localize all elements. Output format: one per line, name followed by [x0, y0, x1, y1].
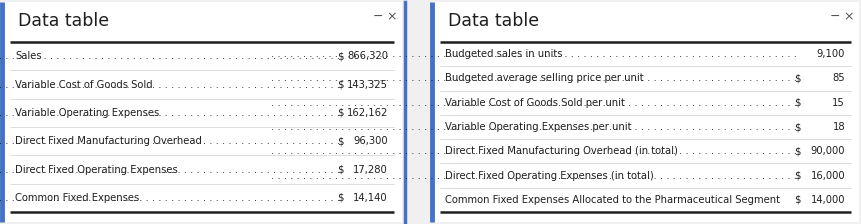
Text: Direct Fixed Manufacturing Overhead: Direct Fixed Manufacturing Overhead: [15, 136, 201, 146]
Text: ×: ×: [387, 10, 397, 23]
Text: Direct Fixed Manufacturing Overhead (in total): Direct Fixed Manufacturing Overhead (in …: [445, 146, 678, 156]
Text: . . . . . . . . . . . . . . . . . . . . . . . . . . . . . . . . . . . . . . . . : . . . . . . . . . . . . . . . . . . . . …: [271, 98, 797, 108]
Text: 14,000: 14,000: [810, 195, 845, 205]
Text: 90,000: 90,000: [810, 146, 845, 156]
Text: $: $: [795, 170, 801, 181]
Text: 85: 85: [833, 73, 845, 83]
Text: 14,140: 14,140: [353, 193, 388, 203]
Text: . . . . . . . . . . . . . . . . . . . . . . . . . . . . . . . . . . . . . . . . : . . . . . . . . . . . . . . . . . . . . …: [271, 170, 797, 181]
Text: Direct Fixed Operating Expenses: Direct Fixed Operating Expenses: [15, 164, 177, 174]
Bar: [2, 2, 402, 222]
Text: Data table: Data table: [18, 12, 109, 30]
Text: Variable Cost of Goods Sold per unit: Variable Cost of Goods Sold per unit: [445, 98, 625, 108]
Text: . . . . . . . . . . . . . . . . . . . . . . . . . . . . . . . . . . . . . . . . : . . . . . . . . . . . . . . . . . . . . …: [0, 193, 340, 203]
Text: ×: ×: [844, 10, 854, 23]
Text: 162,162: 162,162: [347, 108, 388, 118]
Text: Budgeted sales in units: Budgeted sales in units: [445, 49, 562, 59]
Text: . . . . . . . . . . . . . . . . . . . . . . . . . . . . . . . . . . . . . . . . : . . . . . . . . . . . . . . . . . . . . …: [0, 164, 340, 174]
Text: . . . . . . . . . . . . . . . . . . . . . . . . . . . . . . . . . . . . . . . . : . . . . . . . . . . . . . . . . . . . . …: [0, 108, 340, 118]
Text: Variable Cost of Goods Sold: Variable Cost of Goods Sold: [15, 80, 152, 90]
Text: . . . . . . . . . . . . . . . . . . . . . . . . . . . . . . . . . . . . . . . . : . . . . . . . . . . . . . . . . . . . . …: [271, 146, 797, 156]
Text: . . . . . . . . . . . . . . . . . . . . . . . . . . . . . . . . . . . . . . . . : . . . . . . . . . . . . . . . . . . . . …: [0, 51, 340, 61]
Text: 9,100: 9,100: [816, 49, 845, 59]
Text: −: −: [830, 10, 840, 23]
Text: 96,300: 96,300: [353, 136, 388, 146]
Text: $: $: [338, 108, 344, 118]
Text: $: $: [795, 73, 801, 83]
Text: Common Fixed Expenses Allocated to the Pharmaceutical Segment: Common Fixed Expenses Allocated to the P…: [445, 195, 780, 205]
Text: 15: 15: [833, 98, 845, 108]
Text: . . . . . . . . . . . . . . . . . . . . . . . . . . . . . . . . . . . . . . . . : . . . . . . . . . . . . . . . . . . . . …: [0, 80, 340, 90]
Text: $: $: [795, 195, 801, 205]
Text: Direct Fixed Operating Expenses (in total): Direct Fixed Operating Expenses (in tota…: [445, 170, 653, 181]
Text: 866,320: 866,320: [347, 51, 388, 61]
Text: . . . . . . . . . . . . . . . . . . . . . . . . . . . . . . . . . . . . . . . . : . . . . . . . . . . . . . . . . . . . . …: [271, 73, 797, 83]
Bar: [432, 2, 859, 222]
Text: . . . . . . . . . . . . . . . . . . . . . . . . . . . . . . . . . . . . . . . . : . . . . . . . . . . . . . . . . . . . . …: [0, 136, 340, 146]
Text: $: $: [338, 164, 344, 174]
Text: −: −: [373, 10, 383, 23]
Text: 17,280: 17,280: [353, 164, 388, 174]
Text: . . . . . . . . . . . . . . . . . . . . . . . . . . . . . . . . . . . . . . . . : . . . . . . . . . . . . . . . . . . . . …: [271, 122, 797, 132]
Text: $: $: [338, 51, 344, 61]
Text: $: $: [338, 136, 344, 146]
Text: $: $: [795, 122, 801, 132]
Text: Common Fixed Expenses: Common Fixed Expenses: [15, 193, 139, 203]
Text: . . . . . . . . . . . . . . . . . . . . . . . . . . . . . . . . . . . . . . . . : . . . . . . . . . . . . . . . . . . . . …: [271, 49, 797, 59]
Text: $: $: [795, 98, 801, 108]
Text: Budgeted average selling price per unit: Budgeted average selling price per unit: [445, 73, 644, 83]
Text: 16,000: 16,000: [810, 170, 845, 181]
Text: $: $: [795, 146, 801, 156]
Text: Variable Operating Expenses per unit: Variable Operating Expenses per unit: [445, 122, 631, 132]
Text: 18: 18: [833, 122, 845, 132]
Text: Variable Operating Expenses: Variable Operating Expenses: [15, 108, 159, 118]
Text: Sales: Sales: [15, 51, 41, 61]
Text: 143,325: 143,325: [347, 80, 388, 90]
Text: $: $: [338, 193, 344, 203]
Text: Data table: Data table: [448, 12, 539, 30]
Text: $: $: [338, 80, 344, 90]
